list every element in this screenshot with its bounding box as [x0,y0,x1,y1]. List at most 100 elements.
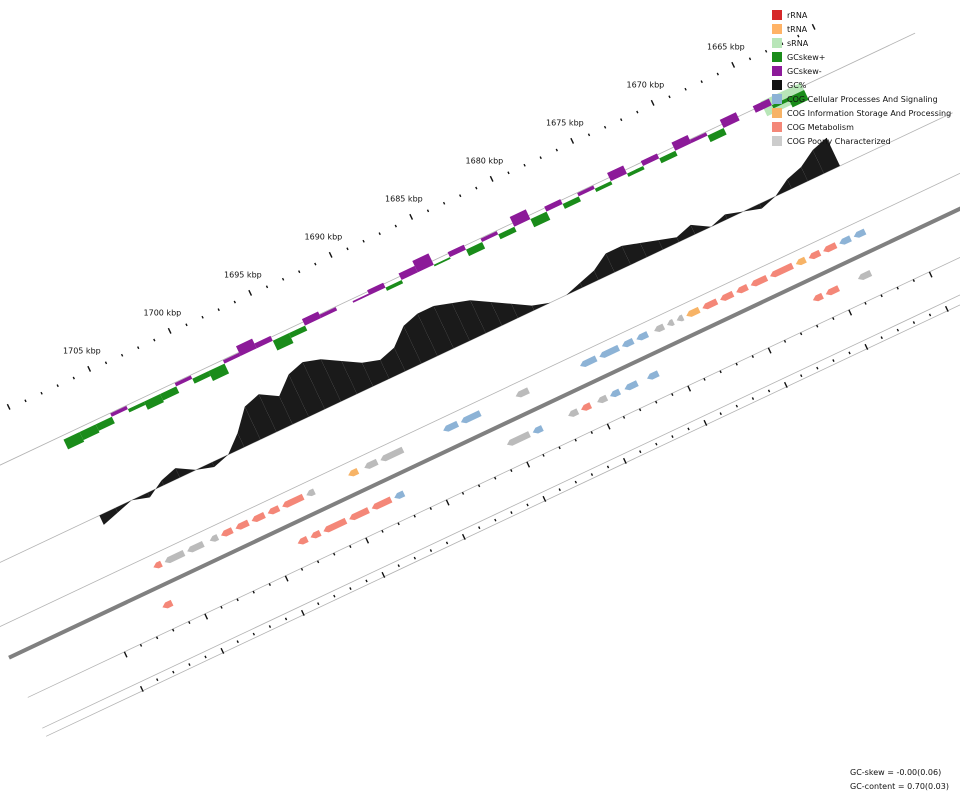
inner-tick [816,324,819,328]
gc-skew-positive-bar [272,333,294,351]
inner-tick-2 [767,389,771,393]
gc-skew-negative-bar [367,282,386,296]
legend-label: sRNA [787,38,809,48]
tick-label: 1700 kbp [144,308,182,317]
legend-item-cog-cellular: COG Cellular Processes And Signaling [772,92,958,106]
forward-gene [808,249,822,260]
outer-tick [811,23,816,30]
inner-tick-2 [912,321,916,324]
legend-label: GC% [787,80,807,90]
legend: rRNA tRNA sRNA GCskew+ GCskew- GC% COG C… [772,8,958,148]
inner-tick [220,605,223,609]
inner-tick-2 [172,670,175,674]
inner-tick [510,469,513,473]
gc-content-bar [690,224,712,235]
inner-tick [606,423,611,430]
inner-tick [687,385,692,392]
gc-skew-negative-bar [301,311,322,326]
legend-swatch [772,52,782,62]
inner-tick-2 [687,427,690,431]
legend-item-cog-info: COG Information Storage And Processing [772,106,958,120]
inner-tick-2 [156,678,159,682]
outer-tick [636,110,639,114]
gc-skew-negative-bar [447,244,466,258]
forward-gene [282,493,305,508]
gc-skew-negative-bar [752,98,772,113]
outer-tick [394,224,397,228]
outer-tick [716,72,719,76]
reverse-gene [349,507,370,521]
gc-content-bar [676,224,696,242]
forward-gene [839,235,852,245]
forward-gene [380,446,405,462]
gc-skew-positive-bar [626,165,645,177]
inner-tick [333,552,336,556]
inner-tick-2 [429,549,433,552]
inner-tick-2 [236,640,239,644]
track-guide-line [45,304,960,737]
gc-content-bar [341,361,374,394]
inner-tick [445,499,450,506]
outer-tick [797,34,800,38]
tick-label: 1670 kbp [627,80,665,89]
outer-tick [459,194,462,198]
tick-label: 1690 kbp [305,232,343,241]
gc-skew-negative-bar [640,153,660,166]
gc-skew-negative-bar [319,307,338,318]
forward-gene [460,410,482,424]
gc-skew-negative-bar [607,165,627,182]
forward-gene [235,519,250,530]
inner-tick [896,286,899,290]
inner-tick-2 [655,442,658,446]
outer-tick [233,300,236,304]
gc-skew-negative-bar [398,265,418,280]
tick-label: 1705 kbp [63,346,101,355]
outer-tick [265,285,269,289]
inner-tick [316,560,320,564]
outer-tick [248,289,253,296]
gc-skew-positive-bar [594,181,613,193]
reverse-gene [597,394,609,404]
gc-skew-negative-bar [671,135,692,151]
forward-gene [736,284,749,294]
gc-skew-negative-bar [412,253,434,273]
outer-tick [167,327,172,334]
inner-tick-2 [735,404,739,408]
gc-skew-negative-bar [222,352,241,364]
outer-tick [281,277,285,281]
forward-gene [750,274,769,287]
tick-label: 1665 kbp [707,42,745,51]
gc-content-bar [403,313,438,364]
legend-label: COG Cellular Processes And Signaling [787,94,938,104]
gc-skew-negative-bar [174,375,193,387]
legend-item-gc-content: GC% [772,78,958,92]
forward-gene [306,488,316,497]
outer-tick [764,49,768,53]
inner-tick [783,339,787,343]
gc-skew-negative-bar [254,335,273,349]
outer-tick [378,232,381,236]
outer-tick [409,213,414,220]
outer-tick [507,171,510,175]
inner-tick-2 [461,533,466,540]
gc-content-bar [394,325,422,372]
legend-swatch [772,66,782,76]
inner-tick-2 [365,579,368,583]
inner-tick [848,309,853,316]
inner-tick-2 [622,457,627,464]
inner-tick-2 [478,526,481,530]
gc-content-bar [320,359,357,402]
legend-label: GCskew- [787,66,822,76]
outer-tick [87,365,92,372]
gc-skew-negative-bar [235,338,257,356]
reverse-gene [581,402,593,411]
gc-content-bar [759,196,776,209]
inner-tick [139,643,143,647]
inner-tick [252,590,255,594]
inner-tick-2 [928,313,932,317]
gc-skew-positive-bar [95,416,115,431]
gc-skew-positive-bar [530,211,551,228]
gc-skew-positive-bar [787,89,809,108]
legend-swatch [772,10,782,20]
gc-content-bar [787,167,808,189]
